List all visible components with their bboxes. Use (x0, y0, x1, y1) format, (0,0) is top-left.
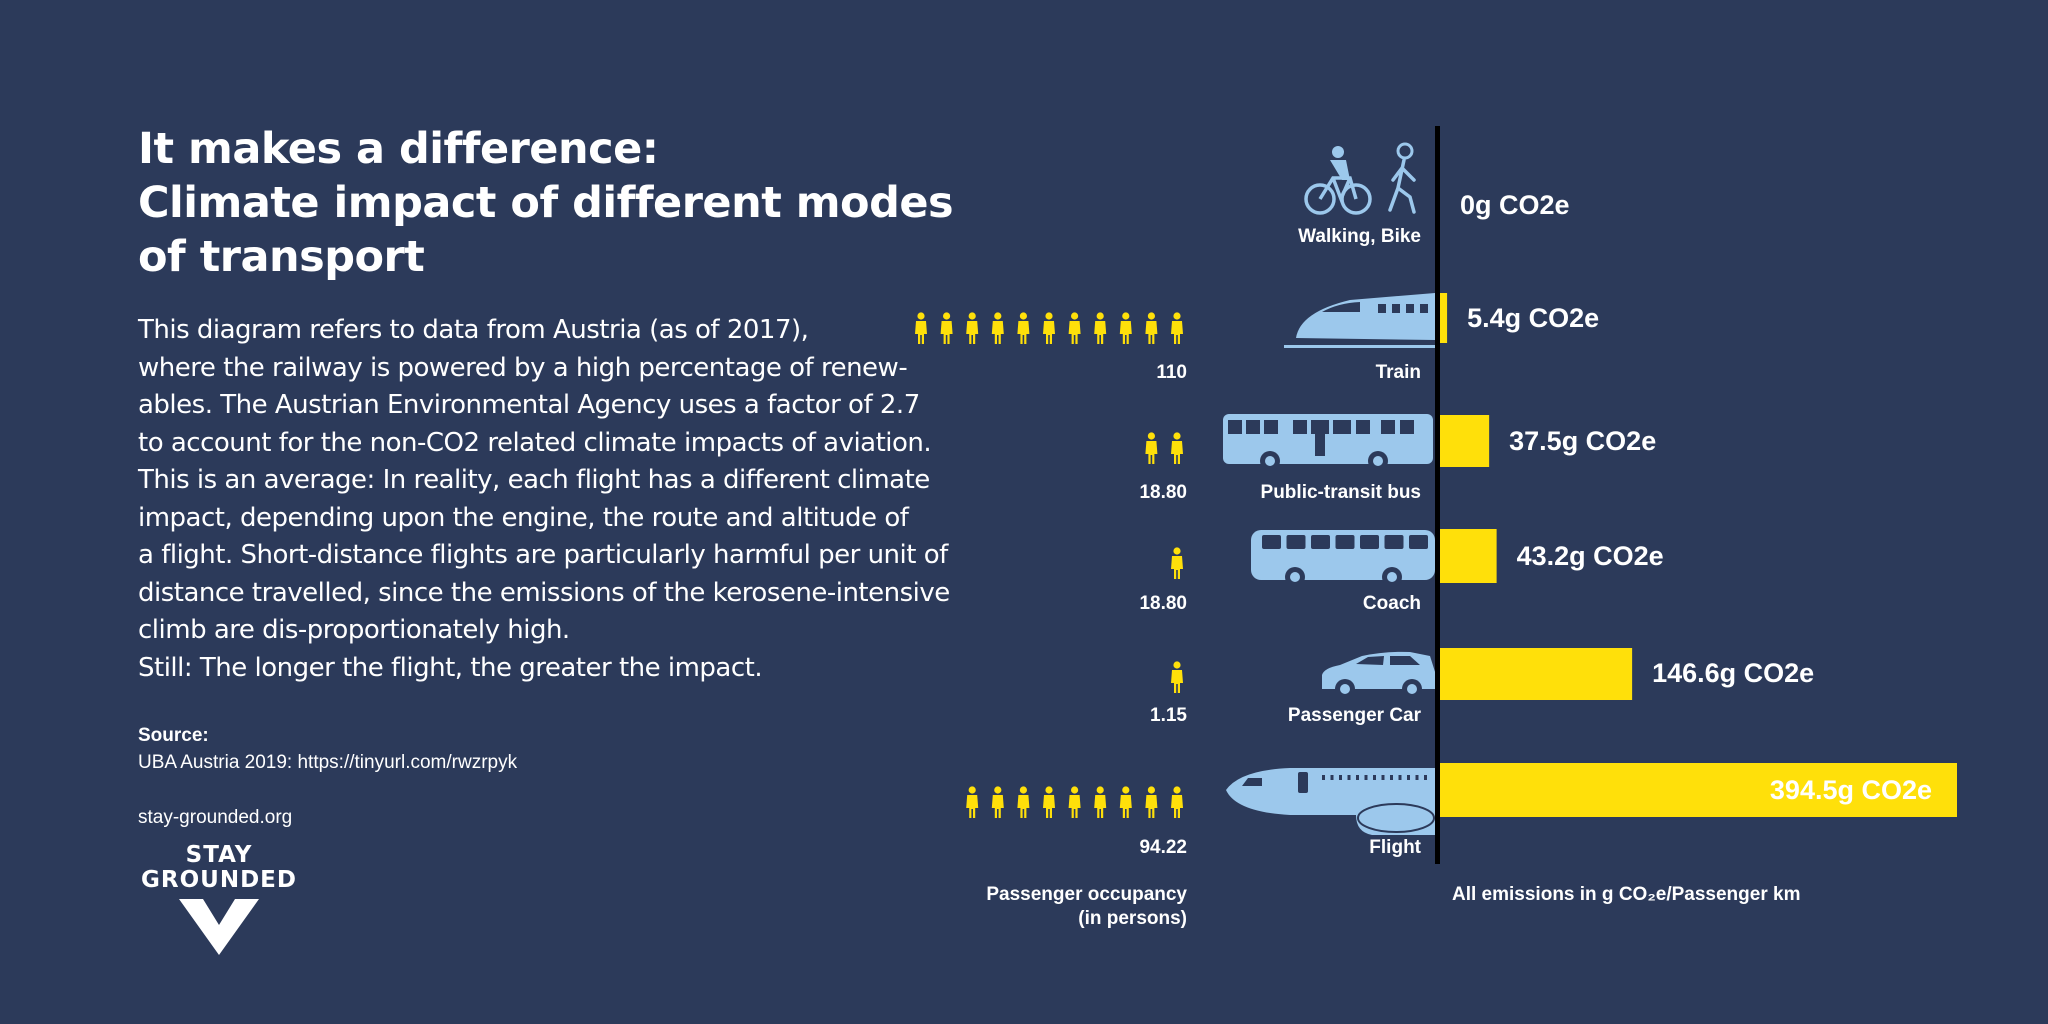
value-label: 37.5g CO2e (1509, 426, 1656, 456)
person-icon (966, 312, 979, 344)
description-line: Still: The longer the flight, the greate… (138, 652, 763, 683)
description-line: where the railway is powered by a high p… (138, 352, 908, 383)
description-line: impact, depending upon the engine, the r… (138, 502, 909, 533)
title-line-3: of transport (138, 232, 425, 282)
description-line: a flight. Short-distance flights are par… (138, 540, 948, 570)
person-icon (1017, 786, 1030, 818)
description-line: This is an average: In reality, each fli… (138, 465, 930, 495)
logo-line-2: GROUNDED (141, 867, 297, 893)
person-icon (1068, 786, 1081, 818)
stay-grounded-logo: STAY GROUNDED (138, 843, 300, 955)
category-label: Train (1376, 362, 1421, 383)
train-icon (1284, 293, 1435, 348)
person-icon (1145, 786, 1158, 818)
person-icon (1043, 786, 1055, 818)
title-line-1: It makes a difference: (138, 124, 659, 174)
value-label: 5.4g CO2e (1467, 303, 1599, 333)
value-label: 43.2g CO2e (1517, 541, 1664, 571)
person-icon (1043, 312, 1055, 344)
value-label: 0g CO2e (1460, 190, 1570, 220)
description-line: distance travelled, since the emissions … (138, 577, 950, 608)
chart-axis-line (1435, 126, 1440, 864)
description-line: climb are dis-proportionately high. (138, 615, 570, 645)
category-label: Passenger Car (1288, 705, 1422, 726)
description-line: to account for the non-CO2 related clima… (138, 427, 932, 458)
occupancy-value: 94.22 (1139, 837, 1187, 858)
person-icon (966, 786, 979, 818)
occupancy-value: 18.80 (1139, 593, 1187, 614)
bike-walk-icon (1304, 142, 1416, 215)
plane-icon (1226, 768, 1436, 835)
person-icon (1119, 786, 1132, 818)
coach-icon (1251, 530, 1435, 587)
bus-icon (1223, 414, 1433, 471)
chart-marks: Walking, Bike 0g CO2e Train 5.4g CO2e 110 Pub… (915, 190, 1957, 858)
occupancy-label-line-2: (in persons) (1078, 908, 1187, 929)
person-icon (1094, 786, 1107, 818)
x-axis-label: All emissions in g CO₂e/Passenger km (1452, 884, 1800, 905)
person-icon (1068, 312, 1081, 344)
person-icon (1145, 312, 1158, 344)
value-label: 146.6g CO2e (1652, 658, 1814, 688)
category-label: Walking, Bike (1298, 226, 1421, 247)
website-link[interactable]: stay-grounded.org (138, 807, 293, 828)
bar (1440, 763, 1957, 817)
person-icon (1119, 312, 1132, 344)
chevron-down-icon (179, 899, 259, 955)
value-label: 394.5g CO2e (1770, 775, 1932, 805)
bar (1440, 415, 1490, 467)
occupancy-value: 18.80 (1139, 482, 1187, 503)
bar (1440, 293, 1448, 343)
title-line-2: Climate impact of different modes (138, 178, 954, 228)
transport-icons (1223, 142, 1436, 835)
bar (1440, 648, 1633, 700)
description-line: This diagram refers to data from Austria… (138, 315, 809, 345)
person-icon (1171, 786, 1183, 818)
bar (1440, 529, 1497, 583)
category-label: Coach (1363, 593, 1421, 614)
person-icon (991, 786, 1004, 818)
person-icon (1171, 312, 1183, 344)
occupancy-value: 1.15 (1150, 705, 1187, 726)
category-label: Public-transit bus (1261, 482, 1421, 503)
logo-line-1: STAY (185, 842, 253, 868)
occupancy-value: 110 (1156, 362, 1187, 383)
page-title: It makes a difference: Climate impact of… (138, 122, 998, 284)
occupancy-label-line-1: Passenger occupancy (986, 884, 1187, 905)
person-icon (991, 312, 1004, 344)
person-icon (1017, 312, 1030, 344)
description-text: This diagram refers to data from Austria… (138, 312, 950, 687)
category-label: Flight (1369, 837, 1421, 858)
source-label: Source: (138, 725, 209, 746)
person-icon (1171, 432, 1183, 464)
person-icon (1171, 661, 1183, 693)
person-icon (940, 312, 953, 344)
person-icon (1094, 312, 1107, 344)
person-icon (1171, 547, 1183, 579)
description-line: ables. The Austrian Environmental Agency… (138, 390, 920, 420)
car-icon (1322, 651, 1436, 699)
person-icon (1145, 432, 1158, 464)
source-citation: UBA Austria 2019: https://tinyurl.com/rw… (138, 752, 518, 773)
person-icon (915, 312, 927, 344)
